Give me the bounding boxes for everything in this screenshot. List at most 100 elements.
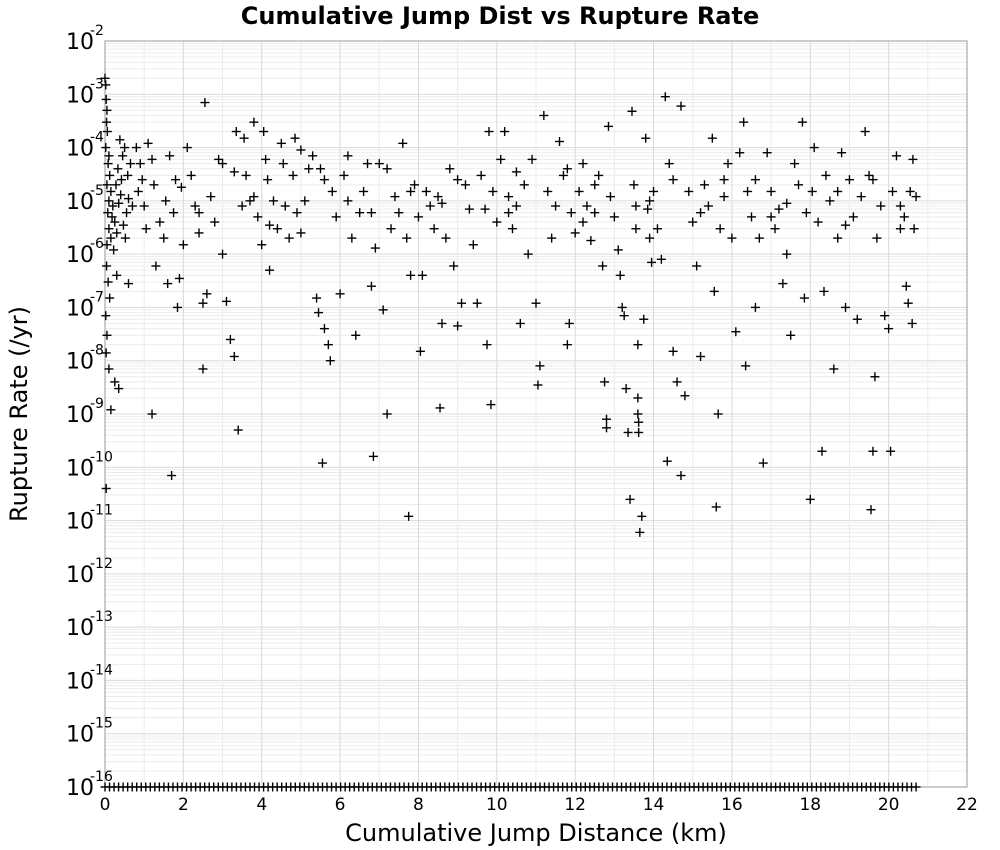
data-point (453, 321, 463, 331)
data-point (112, 270, 122, 280)
data-point (272, 224, 282, 234)
data-point (625, 494, 635, 504)
data-point (609, 212, 619, 222)
data-point (127, 201, 137, 211)
y-tick-exponent: -9 (90, 396, 104, 412)
data-point (586, 236, 596, 246)
data-point (106, 186, 116, 196)
data-point (421, 186, 431, 196)
data-point (445, 164, 455, 174)
data-point (107, 212, 117, 222)
data-point (312, 293, 322, 303)
data-point (633, 409, 643, 419)
data-point (699, 180, 709, 190)
data-point (684, 186, 694, 196)
data-point (100, 73, 110, 83)
data-point (790, 159, 800, 169)
data-point (782, 198, 792, 208)
data-point (799, 293, 809, 303)
data-point (102, 105, 112, 115)
data-point (821, 170, 831, 180)
data-point (159, 233, 169, 243)
data-point (347, 233, 357, 243)
data-point (903, 298, 913, 308)
y-tick-exponent: -12 (90, 556, 113, 572)
data-point (750, 302, 760, 312)
data-point (172, 302, 182, 312)
data-point (316, 164, 325, 174)
data-point (343, 151, 353, 161)
y-tick-exponent: -8 (90, 343, 104, 359)
data-point (317, 458, 327, 468)
data-point (709, 286, 719, 296)
data-point (133, 186, 143, 196)
data-point (101, 143, 111, 153)
data-point (551, 201, 561, 211)
data-point (278, 159, 288, 169)
data-point (778, 279, 788, 289)
data-point (265, 220, 275, 230)
data-point (198, 364, 208, 374)
y-tick-exponent: -2 (90, 23, 104, 39)
data-point (104, 151, 114, 161)
data-point (124, 194, 134, 204)
data-point (582, 201, 592, 211)
y-tick-base: 10 (66, 296, 94, 321)
data-point (120, 233, 130, 243)
data-point (259, 127, 269, 137)
data-point (319, 175, 329, 185)
data-point (480, 204, 490, 214)
data-point (852, 314, 862, 324)
data-point (225, 335, 235, 345)
data-point (841, 302, 851, 312)
data-point (598, 261, 608, 271)
data-point (102, 261, 112, 271)
data-point (116, 190, 126, 200)
data-point (504, 208, 514, 218)
data-point (460, 180, 470, 190)
data-point (634, 427, 644, 437)
data-point (149, 180, 159, 190)
data-point (617, 302, 627, 312)
data-point (382, 164, 392, 174)
y-tick-label: 10-16 (66, 769, 113, 801)
y-tick-exponent: -16 (90, 769, 113, 785)
data-point (754, 233, 764, 243)
y-tick-label: 10-7 (66, 289, 104, 321)
data-point (880, 311, 890, 321)
y-tick-base: 10 (66, 776, 94, 801)
data-point (543, 186, 553, 196)
x-tick-label: 2 (178, 795, 189, 815)
data-point (359, 186, 369, 196)
data-point (249, 117, 259, 127)
data-point (288, 170, 298, 180)
data-point (370, 243, 380, 253)
x-tick-label: 20 (878, 795, 900, 815)
data-point (639, 314, 649, 324)
data-point (249, 192, 259, 202)
data-point (641, 133, 651, 143)
data-point (137, 175, 147, 185)
data-point (574, 186, 584, 196)
y-tick-base: 10 (66, 243, 94, 268)
data-point (696, 208, 706, 218)
x-axis-label: Cumulative Jump Distance (km) (345, 819, 727, 847)
data-point (570, 228, 580, 238)
data-point (647, 257, 657, 267)
data-point (105, 170, 115, 180)
data-point (363, 159, 373, 169)
x-tick-label: 14 (643, 795, 665, 815)
data-point (713, 409, 723, 419)
data-point (433, 192, 443, 202)
data-point (308, 151, 318, 161)
data-point (104, 364, 114, 374)
data-point (355, 208, 365, 218)
data-point (103, 277, 113, 287)
y-tick-base: 10 (66, 30, 94, 55)
data-point (527, 154, 537, 164)
data-point (482, 340, 492, 350)
data-point (868, 175, 878, 185)
data-point (794, 180, 804, 190)
data-point (555, 136, 565, 146)
data-point (268, 196, 278, 206)
